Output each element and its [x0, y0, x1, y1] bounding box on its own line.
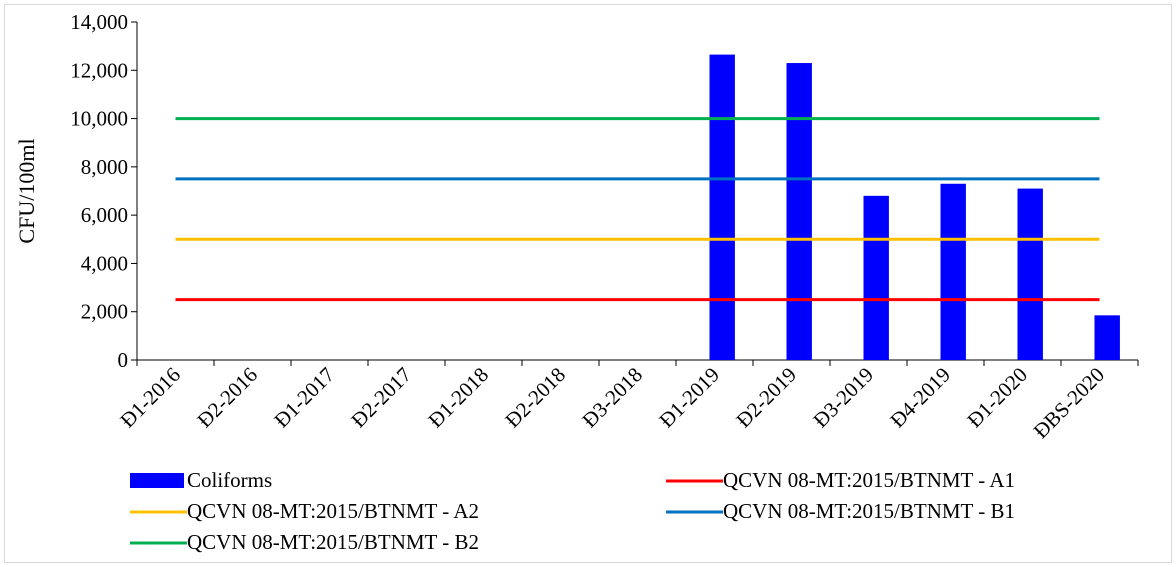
x-tick-label: Đ1-2017 [269, 363, 339, 433]
y-axis-title: CFU/100ml [14, 138, 39, 243]
bar-coliforms [786, 63, 812, 361]
x-tick-label: Đ2-2019 [731, 363, 801, 433]
x-tick-label: Đ2-2018 [500, 363, 570, 433]
legend-entry: QCVN 08-MT:2015/BTNMT - A2 [187, 499, 479, 523]
chart-frame [4, 4, 1172, 563]
legend-entry: QCVN 08-MT:2015/BTNMT - B2 [187, 530, 479, 554]
bar-coliforms [709, 54, 735, 360]
x-tick-label: Đ1-2019 [654, 363, 724, 433]
x-tick-label: Đ2-2016 [192, 363, 262, 433]
bar-coliforms [1017, 188, 1043, 360]
x-tick-label: Đ2-2017 [346, 363, 416, 433]
bar-coliforms [940, 183, 966, 360]
x-tick-label: Đ1-2018 [423, 363, 493, 433]
x-tick-label: Đ1-2016 [115, 363, 185, 433]
bar-coliforms [1094, 315, 1120, 360]
x-tick-label: ĐBS-2020 [1029, 363, 1110, 444]
legend-swatch-coliforms [130, 473, 184, 488]
bar-coliforms [863, 195, 889, 360]
y-tick-label: 10,000 [70, 107, 128, 131]
y-tick-label: 2,000 [81, 300, 128, 324]
x-tick-label: Đ4-2019 [885, 363, 955, 433]
x-tick-label: Đ1-2020 [962, 363, 1032, 433]
legend-entry: Coliforms [187, 468, 272, 492]
y-tick-label: 8,000 [81, 155, 128, 179]
legend-entry: QCVN 08-MT:2015/BTNMT - B1 [723, 499, 1015, 523]
y-tick-label: 14,000 [70, 10, 128, 34]
x-tick-label: Đ3-2019 [808, 363, 878, 433]
legend-entry: QCVN 08-MT:2015/BTNMT - A1 [723, 468, 1015, 492]
x-tick-label: Đ3-2018 [577, 363, 647, 433]
y-tick-label: 6,000 [81, 203, 128, 227]
y-tick-label: 12,000 [70, 58, 128, 82]
y-tick-label: 4,000 [81, 251, 128, 275]
y-tick-label: 0 [118, 348, 129, 372]
